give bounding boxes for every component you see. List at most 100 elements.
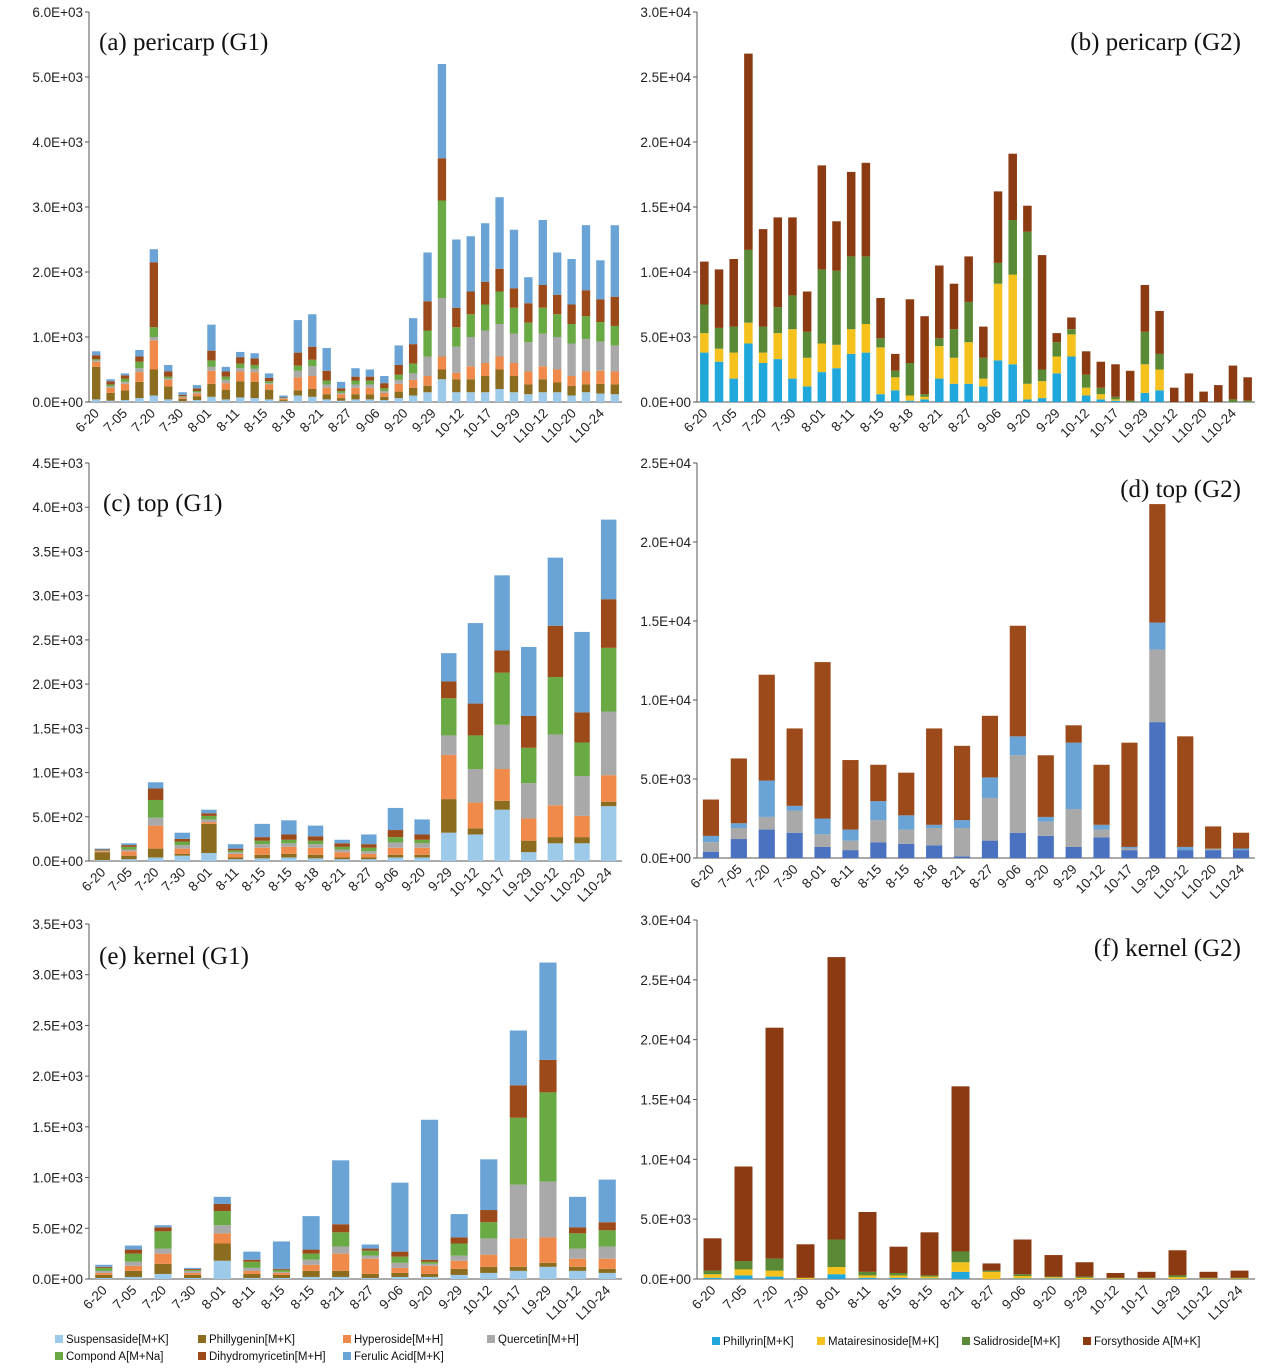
x-tick-label: 6-20 bbox=[79, 865, 109, 895]
bar-segment bbox=[1106, 1273, 1125, 1278]
bar-segment bbox=[610, 325, 619, 346]
y-tick-label: 1.0E+04 bbox=[640, 265, 691, 280]
bar-segment bbox=[598, 1222, 616, 1231]
bar-segment bbox=[322, 348, 331, 371]
bar-segment bbox=[1067, 329, 1076, 335]
bar-segment bbox=[1137, 1277, 1156, 1279]
bar-segment bbox=[361, 847, 377, 852]
bar-segment bbox=[293, 395, 303, 402]
bar-segment bbox=[494, 650, 510, 673]
bar-segment bbox=[437, 158, 447, 201]
x-tick-label: 8-01 bbox=[185, 406, 215, 436]
bar-segment bbox=[574, 776, 590, 816]
bar-segment bbox=[452, 379, 461, 393]
bar-segment bbox=[351, 376, 360, 381]
y-tick-label: 2.0E+04 bbox=[640, 1033, 691, 1048]
bar-segment bbox=[1199, 1277, 1218, 1279]
bar-segment bbox=[184, 1277, 202, 1279]
bar-segment bbox=[773, 217, 783, 308]
bar-segment bbox=[466, 236, 475, 292]
bar-segment bbox=[207, 396, 216, 402]
chart-d: 0.0E+00 5.0E+03 1.0E+04 1.5E+04 2.0E+04 2.5E+… bbox=[640, 456, 1255, 902]
bar-segment bbox=[926, 827, 943, 846]
bar-segment bbox=[264, 383, 274, 385]
bar-segment bbox=[1067, 356, 1076, 402]
bar-segment bbox=[596, 341, 605, 371]
bar-segment bbox=[420, 1265, 439, 1274]
bar-segment bbox=[758, 229, 768, 327]
x-tick-label: 8-01 bbox=[798, 406, 828, 436]
x-tick-label: 7-05 bbox=[720, 1283, 750, 1313]
x-tick-label: 7-20 bbox=[129, 406, 159, 436]
chart-f: 0.0E+00 5.0E+03 1.0E+04 1.5E+04 2.0E+04 2.5E+… bbox=[640, 913, 1255, 1323]
y-tick-label: 1.5E+04 bbox=[640, 614, 691, 629]
bar-segment bbox=[509, 1030, 527, 1086]
bar-segment bbox=[124, 1261, 143, 1266]
bar-segment bbox=[1125, 400, 1135, 402]
bar-segment bbox=[600, 775, 617, 802]
bar-segment bbox=[581, 371, 591, 385]
bar-segment bbox=[598, 1230, 616, 1247]
bar-segment bbox=[574, 712, 590, 743]
bar-segment bbox=[307, 836, 324, 841]
bar-segment bbox=[935, 265, 944, 339]
bar-segment bbox=[480, 281, 490, 305]
bar-segment bbox=[302, 1270, 320, 1277]
x-tick-label: 9-06 bbox=[376, 1283, 406, 1313]
bar-segment bbox=[951, 1271, 970, 1279]
bar-segment bbox=[1013, 1278, 1032, 1279]
bar-segment bbox=[467, 703, 484, 736]
bar-segment bbox=[227, 852, 244, 854]
bar-segment bbox=[174, 848, 191, 854]
bar-segment bbox=[552, 314, 562, 337]
bar-segment bbox=[394, 364, 403, 375]
bar-segment bbox=[121, 843, 137, 846]
bar-segment bbox=[95, 1270, 113, 1273]
bar-segment bbox=[520, 783, 537, 819]
bar-segment bbox=[1155, 369, 1164, 391]
chart-e: 0.0E+00 5.0E+02 1.0E+03 1.5E+03 2.0E+03 2.5E+… bbox=[32, 917, 622, 1323]
bar-segment bbox=[598, 1246, 616, 1259]
bar-segment bbox=[547, 557, 564, 626]
bar-segment bbox=[334, 839, 350, 844]
bar-segment bbox=[817, 269, 827, 344]
bar-segment bbox=[714, 327, 724, 349]
bar-segment bbox=[124, 1249, 143, 1254]
bar-segment bbox=[758, 363, 768, 402]
bar-segment bbox=[236, 381, 245, 398]
bar-segment bbox=[1009, 625, 1026, 737]
bar-segment bbox=[1065, 846, 1082, 858]
bar-segment bbox=[380, 396, 389, 401]
chart-title: (b) pericarp (G2) bbox=[1070, 29, 1241, 56]
bar-segment bbox=[734, 1166, 753, 1262]
bar-segment bbox=[1067, 317, 1076, 330]
y-tick-label: 4.5E+03 bbox=[32, 456, 83, 471]
x-tick-label: 8-27 bbox=[968, 1283, 998, 1313]
bar-segment bbox=[744, 343, 753, 402]
legend-label: Forsythoside A[M+K] bbox=[1094, 1336, 1200, 1348]
bar-segment bbox=[420, 1263, 439, 1266]
bar-segment bbox=[149, 395, 159, 402]
x-tick-label: L10-24 bbox=[573, 1282, 614, 1323]
bar-segment bbox=[394, 383, 403, 392]
bar-segment bbox=[547, 843, 564, 861]
bar-segment bbox=[567, 385, 576, 396]
bar-segment bbox=[832, 221, 841, 271]
bar-segment bbox=[1075, 1276, 1094, 1278]
x-tick-label: 8-21 bbox=[317, 1283, 347, 1313]
bar-segment bbox=[1044, 1278, 1063, 1279]
bar-segment bbox=[450, 1255, 468, 1261]
bar-segment bbox=[842, 850, 859, 858]
bar-segment bbox=[221, 383, 231, 390]
bar-segment bbox=[861, 352, 871, 402]
bar-segment bbox=[509, 1184, 527, 1239]
bar-segment bbox=[982, 1270, 1001, 1272]
bar-segment bbox=[441, 832, 457, 861]
bar-segment bbox=[365, 399, 375, 402]
bar-segment bbox=[154, 1225, 172, 1228]
x-tick-label: 10-17 bbox=[460, 406, 495, 441]
x-tick-label: 7-05 bbox=[715, 862, 745, 892]
bar-segment bbox=[420, 1276, 439, 1279]
bar-segment bbox=[236, 351, 245, 358]
bar-segment bbox=[351, 384, 360, 388]
